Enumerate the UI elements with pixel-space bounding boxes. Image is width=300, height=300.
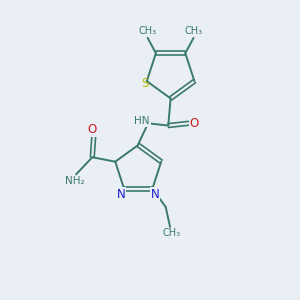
Text: HN: HN bbox=[134, 116, 149, 126]
Text: CH₃: CH₃ bbox=[185, 26, 203, 36]
Text: O: O bbox=[88, 123, 97, 136]
Text: O: O bbox=[190, 117, 199, 130]
Text: CH₃: CH₃ bbox=[163, 228, 181, 239]
Text: S: S bbox=[141, 77, 148, 90]
Text: N: N bbox=[117, 188, 125, 201]
Text: CH₃: CH₃ bbox=[138, 26, 156, 36]
Text: NH₂: NH₂ bbox=[65, 176, 84, 186]
Text: N: N bbox=[151, 188, 160, 201]
